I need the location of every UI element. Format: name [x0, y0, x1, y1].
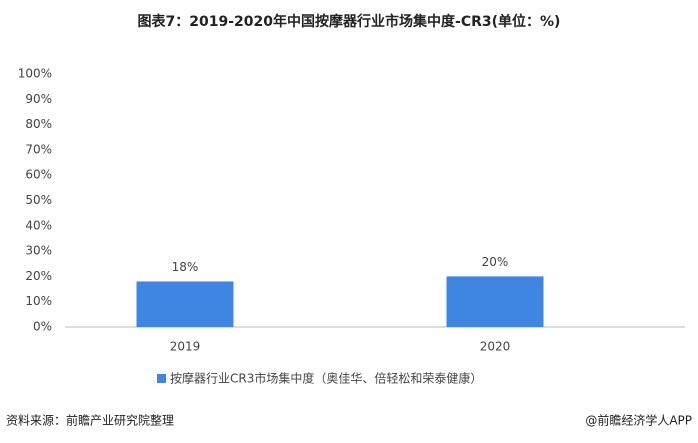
credit: @前瞻经济学人APP [585, 413, 692, 428]
data-label: 20% [482, 255, 509, 269]
y-tick-label: 80% [25, 117, 52, 131]
y-tick-label: 30% [25, 244, 52, 258]
y-tick-label: 90% [25, 92, 52, 106]
y-tick-label: 20% [25, 269, 52, 283]
bar [136, 281, 234, 327]
source: 资料来源：前瞻产业研究院整理 [6, 413, 174, 428]
y-tick-label: 70% [25, 142, 52, 156]
y-tick-label: 40% [25, 218, 52, 232]
x-tick-label: 2019 [170, 340, 201, 354]
y-tick-label: 50% [25, 193, 52, 207]
y-tick-label: 60% [25, 168, 52, 182]
legend-swatch [157, 374, 166, 383]
x-tick-label: 2020 [480, 340, 511, 354]
chart-title: 图表7：2019-2020年中国按摩器行业市场集中度-CR3(单位：%) [138, 13, 561, 30]
y-tick-label: 0% [33, 320, 52, 334]
data-label: 18% [172, 260, 199, 274]
y-tick-label: 10% [25, 294, 52, 308]
bar [446, 276, 544, 327]
y-tick-label: 100% [18, 67, 52, 81]
legend-label: 按摩器行业CR3市场集中度（奥佳华、倍轻松和荣泰健康） [170, 371, 482, 386]
